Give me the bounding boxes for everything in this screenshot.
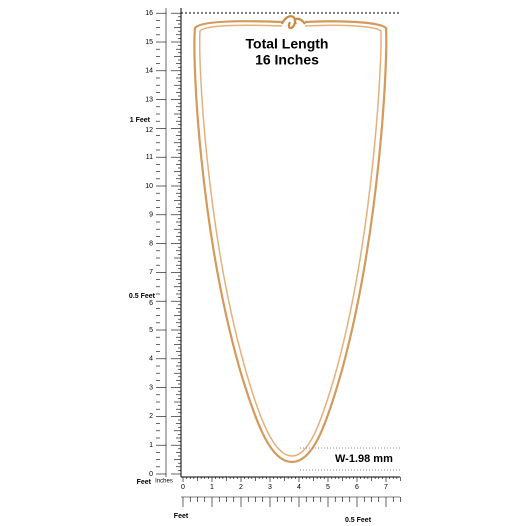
v-ruler-label: 8 [149,240,153,247]
v-ruler-label: 9 [149,212,153,219]
v-ruler-label: 5 [149,327,153,334]
vertical-unit: Feet [137,479,152,486]
h-ruler-label: 2 [239,484,243,491]
horizontal-unit: Inches [155,479,173,485]
v-ruler-label: 2 [149,413,153,420]
half-foot-label: 0.5 Feet [129,293,156,300]
h-ruler-label: 4 [297,484,301,491]
v-ruler-label: 13 [145,96,153,103]
v-ruler-label: 7 [149,269,153,276]
feet-label: Feet [174,513,189,520]
length-label: 16 Inches [255,52,319,68]
one-foot-label: 1 Feet [130,117,151,124]
v-ruler-label: 1 [149,442,153,449]
h-ruler-label: 3 [268,484,272,491]
v-ruler-label: 14 [145,68,153,75]
v-ruler-label: 16 [145,10,153,17]
necklace [193,15,388,464]
title: Total Length [246,36,329,52]
v-ruler-label: 15 [145,39,153,46]
v-ruler-label: 3 [149,384,153,391]
h-ruler-label: 7 [384,484,388,491]
h-ruler-label: 0 [181,484,185,491]
v-ruler-label: 0 [149,471,153,478]
h-ruler-label: 1 [210,484,214,491]
chain-inner [198,24,382,457]
width-label: W-1.98 mm [335,453,393,465]
chain-outer [193,20,388,464]
v-ruler-label: 10 [145,183,153,190]
clasp-end [293,17,306,25]
half-foot-h-label: 0.5 Feet [345,517,372,524]
h-ruler-label: 6 [355,484,359,491]
v-ruler-label: 12 [145,127,153,134]
v-ruler-label: 11 [146,154,153,161]
v-ruler-label: 4 [149,356,153,363]
v-ruler-label: 6 [149,300,153,307]
h-ruler-label: 5 [326,484,330,491]
